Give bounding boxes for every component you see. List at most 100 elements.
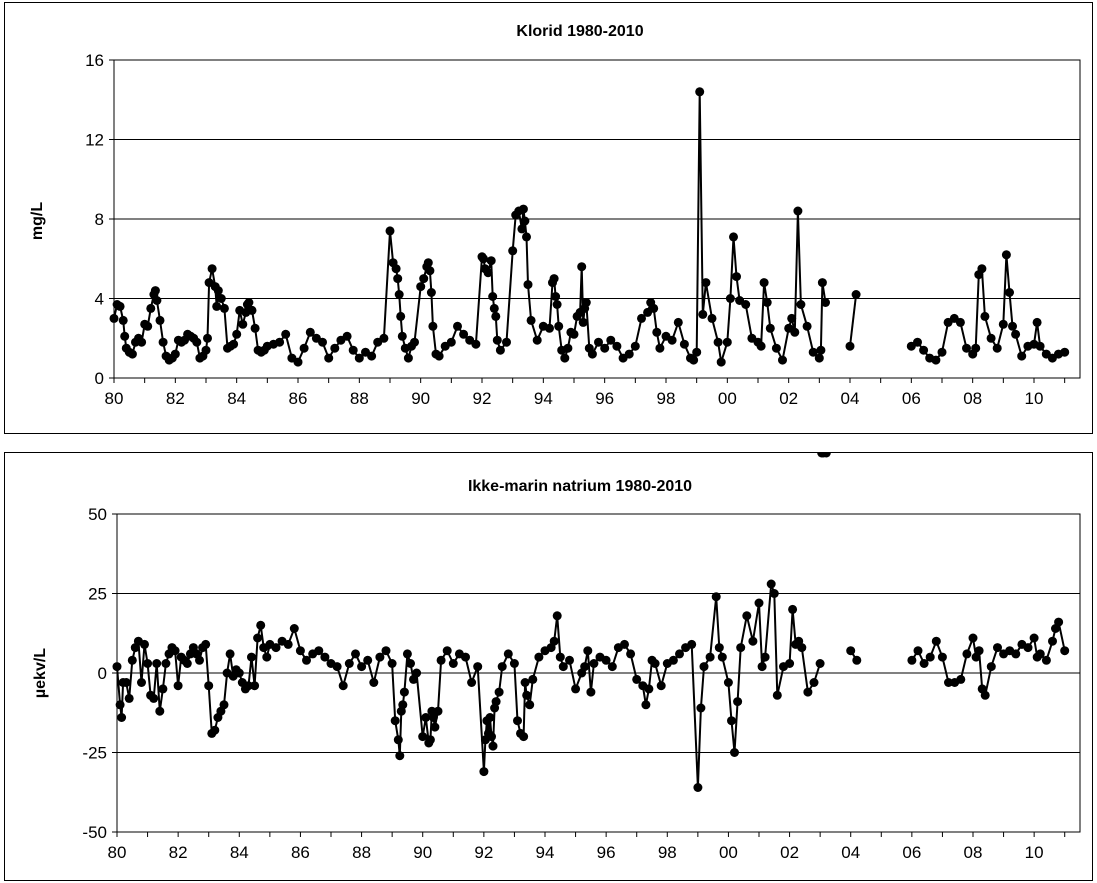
data-point xyxy=(620,639,629,649)
data-point xyxy=(632,674,642,684)
data-point xyxy=(192,337,202,347)
data-point xyxy=(234,668,244,678)
data-point xyxy=(502,337,511,347)
data-point xyxy=(803,687,813,697)
data-point xyxy=(219,700,229,710)
data-point xyxy=(487,732,496,742)
data-point xyxy=(956,674,966,684)
data-point xyxy=(1060,646,1070,656)
y-tick-label: 25 xyxy=(88,585,107,604)
y-axis-ticks: 0 4 8 12 16 xyxy=(85,51,114,388)
data-point xyxy=(937,652,947,662)
data-point xyxy=(549,636,559,646)
data-point xyxy=(919,345,929,355)
data-point xyxy=(971,343,981,353)
data-point xyxy=(397,331,407,341)
data-point xyxy=(552,300,562,309)
y-tick-label: 8 xyxy=(95,210,104,229)
data-point xyxy=(146,303,156,313)
data-point xyxy=(118,315,128,325)
data-point xyxy=(693,783,703,792)
data-point xyxy=(419,274,429,284)
data-point xyxy=(225,649,235,659)
data-point xyxy=(1029,633,1039,643)
data-point xyxy=(318,337,327,347)
data-point xyxy=(344,659,354,668)
data-point xyxy=(587,349,597,359)
data-point xyxy=(759,278,769,288)
data-point xyxy=(295,646,305,656)
data-point xyxy=(1023,643,1033,653)
data-point xyxy=(503,649,513,659)
y-tick-label: 12 xyxy=(85,131,104,150)
data-point xyxy=(692,347,702,357)
data-point xyxy=(552,611,562,621)
data-point xyxy=(523,280,533,290)
data-point xyxy=(580,662,590,672)
data-point xyxy=(149,693,159,703)
data-point xyxy=(644,684,654,694)
x-tick-label: 00 xyxy=(719,843,738,862)
data-point xyxy=(115,700,125,710)
data-point xyxy=(563,343,573,353)
data-point xyxy=(723,678,733,687)
data-point xyxy=(428,321,438,331)
data-point xyxy=(762,298,772,307)
data-point xyxy=(778,355,787,365)
data-point xyxy=(554,321,564,331)
data-point xyxy=(155,315,165,325)
data-point xyxy=(560,353,570,363)
data-point xyxy=(772,690,782,700)
data-point xyxy=(569,329,579,339)
data-series xyxy=(109,87,1070,367)
data-point xyxy=(815,659,825,668)
data-point xyxy=(788,604,798,614)
data-point xyxy=(1011,649,1021,659)
data-point xyxy=(275,337,285,347)
data-point xyxy=(1041,655,1051,665)
data-point xyxy=(262,652,272,662)
data-point xyxy=(433,706,443,716)
data-point xyxy=(491,697,501,707)
data-point xyxy=(338,681,348,691)
chart-title: Klorid 1980-2010 xyxy=(516,23,643,40)
data-point xyxy=(771,343,781,353)
data-point xyxy=(137,337,147,347)
data-point xyxy=(426,288,436,297)
data-point xyxy=(399,687,409,697)
data-point xyxy=(756,341,766,351)
data-point xyxy=(406,659,415,668)
data-point xyxy=(931,636,941,646)
data-point xyxy=(446,337,456,347)
data-point xyxy=(766,579,776,589)
data-point xyxy=(121,678,131,687)
x-tick-label: 98 xyxy=(658,843,677,862)
data-point xyxy=(127,655,137,665)
data-point xyxy=(522,232,531,242)
data-point xyxy=(423,258,433,268)
x-tick-label: 88 xyxy=(350,389,369,408)
data-point xyxy=(707,313,717,323)
x-tick-label: 90 xyxy=(411,389,430,408)
data-point xyxy=(367,351,377,361)
chart-natrium-svg: Ikke-marin natrium 1980-2010 µekv/L -50-… xyxy=(32,453,1081,862)
data-point xyxy=(816,345,826,355)
data-point xyxy=(937,347,947,357)
data-point xyxy=(977,264,987,274)
data-point xyxy=(486,256,496,266)
data-point xyxy=(528,674,538,684)
data-point xyxy=(668,655,678,665)
data-point xyxy=(117,713,127,722)
data-point xyxy=(418,732,428,742)
data-point xyxy=(968,633,978,643)
x-tick-label: 10 xyxy=(1025,843,1044,862)
x-tick-label: 00 xyxy=(718,389,737,408)
y-tick-label: 0 xyxy=(95,369,104,388)
data-point xyxy=(754,598,764,608)
data-point xyxy=(787,313,797,323)
data-point xyxy=(545,323,554,333)
data-point xyxy=(549,274,559,284)
data-point xyxy=(626,649,636,659)
data-point xyxy=(320,652,330,662)
data-point xyxy=(797,643,807,653)
